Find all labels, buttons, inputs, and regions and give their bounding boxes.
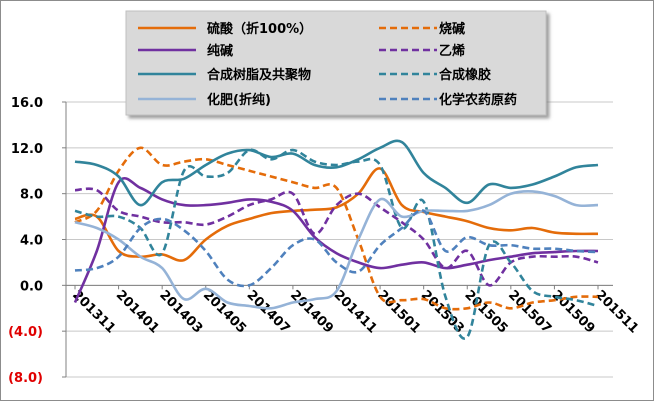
y-axis: 16.0 12.0 8.0 4.0 0.0 (4.0) (8.0) (8, 96, 67, 386)
y-tick-label: 0.0 (20, 279, 43, 294)
y-tick-label: 4.0 (20, 234, 43, 249)
series-lines (73, 139, 599, 340)
x-tick-label: 201501 (374, 288, 423, 337)
y-tick-label: 12.0 (11, 142, 43, 157)
x-tick-label: 201311 (69, 288, 118, 337)
series-line-5 (74, 139, 599, 207)
x-tick-label: 201503 (418, 288, 467, 337)
x-tick-label: 201401 (113, 288, 162, 337)
legend-label: 纯碱 (207, 43, 233, 59)
x-axis: 2013112014012014032014052014072014092014… (66, 284, 641, 337)
x-tick-label: 201409 (287, 288, 336, 337)
legend-label: 化肥(折纯) (207, 92, 271, 108)
y-tick-label: (4.0) (8, 325, 43, 340)
x-tick-label: 201505 (461, 288, 510, 337)
x-tick-label: 201509 (549, 288, 598, 337)
y-tick-label: 16.0 (11, 96, 43, 111)
x-tick-label: 201407 (244, 288, 293, 337)
series-line-1 (74, 167, 599, 262)
legend-label: 合成树脂及共聚物 (207, 67, 311, 83)
series-line-6 (74, 148, 599, 340)
legend-label: 烧碱 (439, 21, 465, 37)
y-tick-label: (8.0) (8, 371, 43, 386)
x-tick-label: 201411 (331, 288, 380, 337)
y-tick-label: 8.0 (20, 188, 43, 203)
legend-label: 乙烯 (439, 43, 465, 59)
series-line-2 (74, 146, 599, 311)
series-line-7 (74, 189, 599, 310)
series-line-8 (74, 209, 599, 288)
x-tick-label: 201511 (592, 288, 641, 337)
series-line-4 (74, 187, 599, 287)
legend-label: 硫酸（折100%） (207, 21, 312, 37)
x-tick-label: 201405 (200, 288, 249, 337)
series-line-3 (73, 176, 599, 304)
legend-label: 化学农药原药 (439, 92, 517, 108)
legend-label: 合成橡胶 (439, 67, 491, 83)
